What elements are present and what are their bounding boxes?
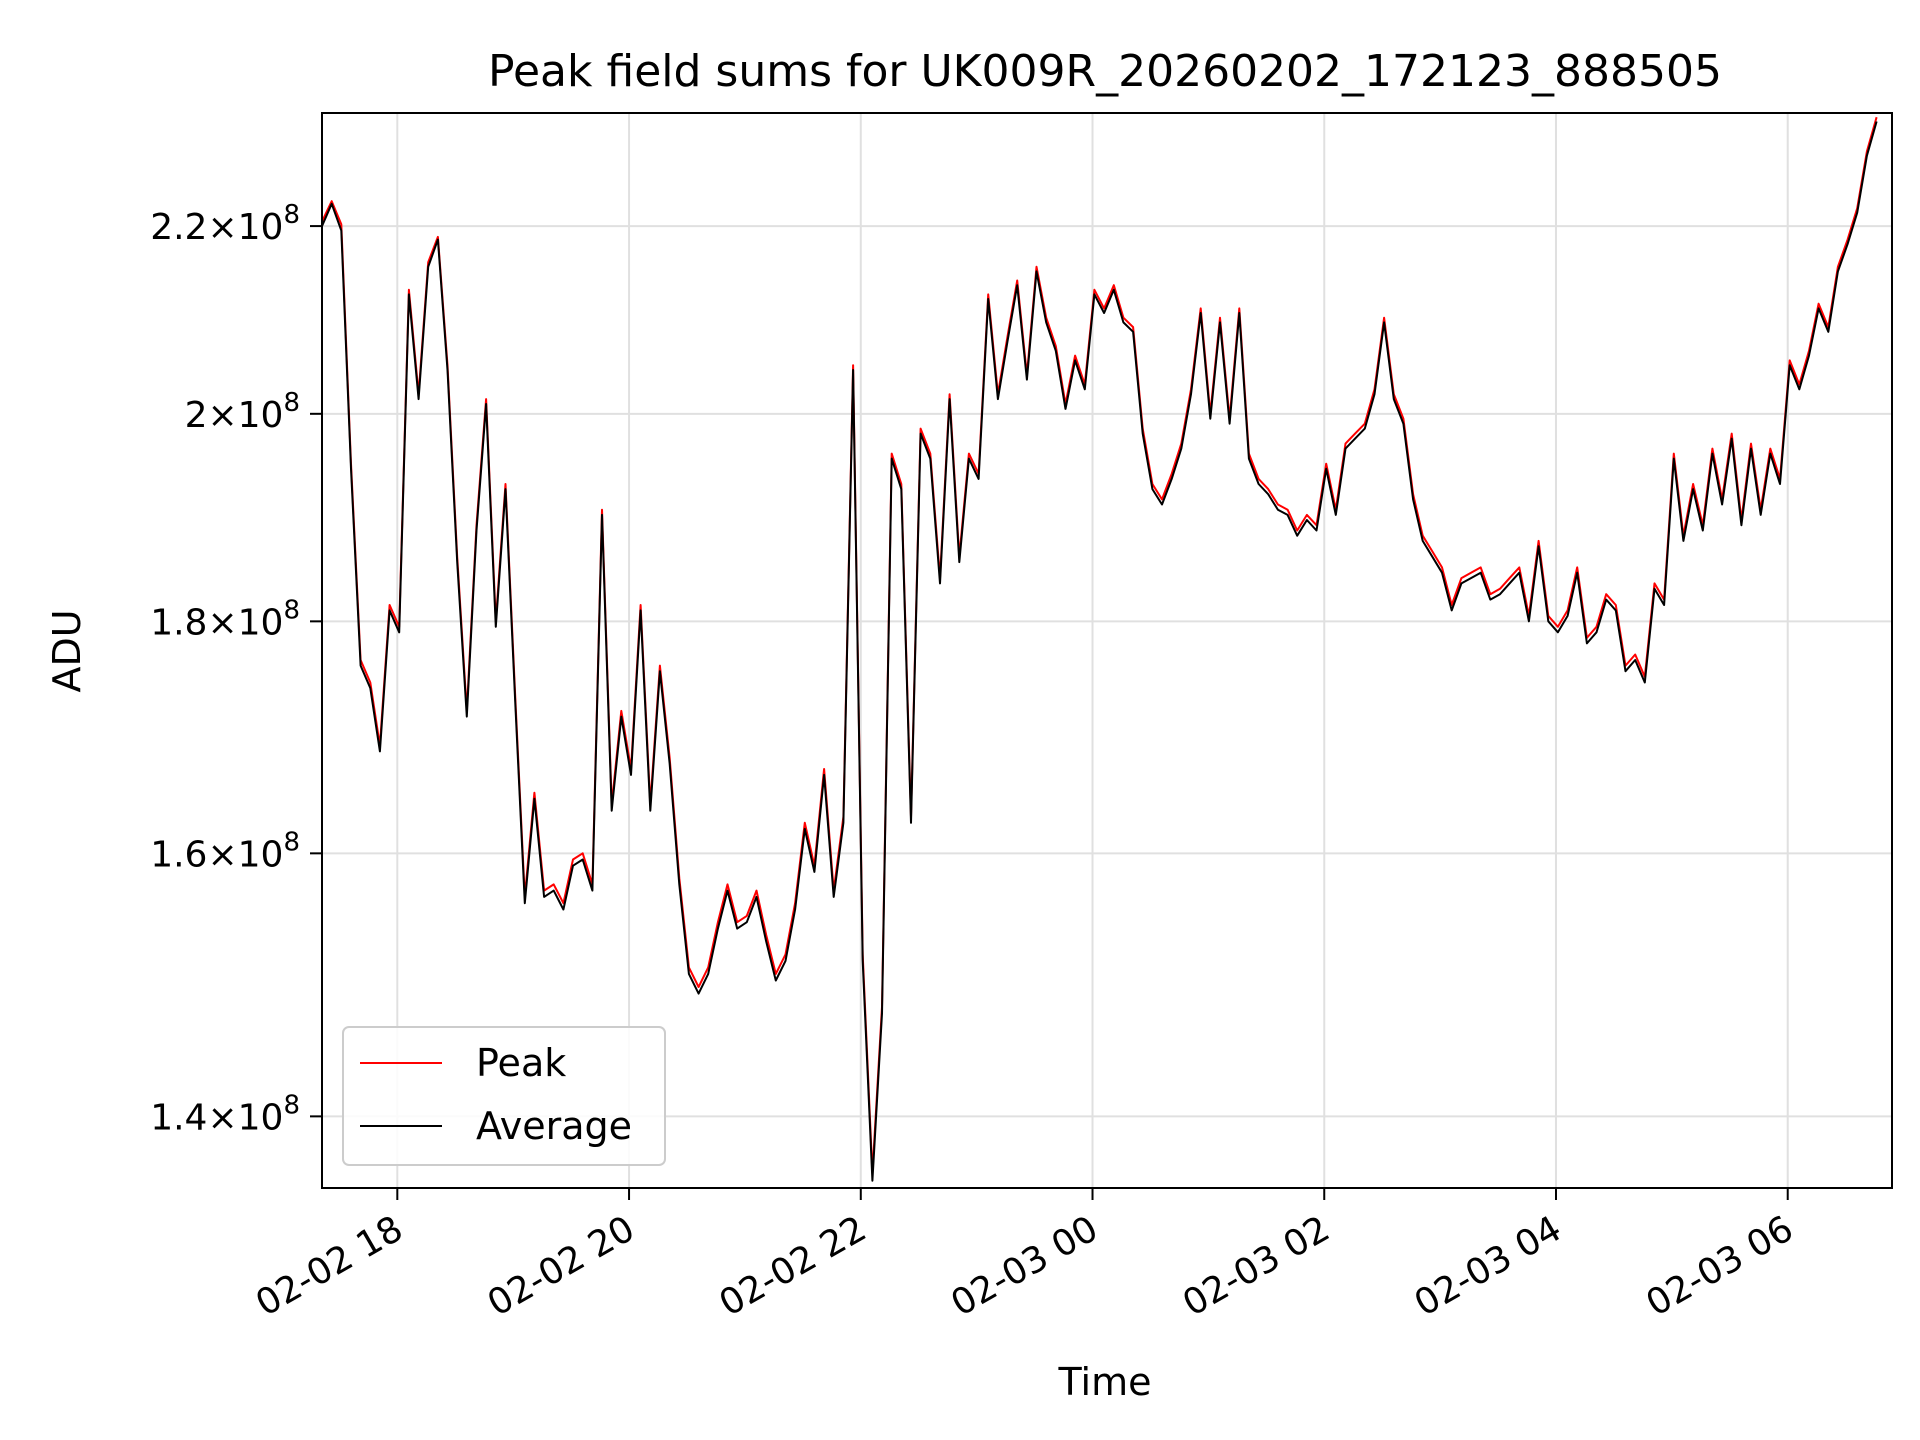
y-tick-label: 2×108 [185,388,300,436]
chart-title: Peak field sums for UK009R_20260202_1721… [488,46,1722,97]
legend-box [342,1026,666,1166]
y-tick-label: 1.6×108 [150,827,300,875]
legend-label-peak: Peak [476,1041,566,1085]
x-tick-label: 02-03 00 [944,1208,1105,1324]
plot-frame [321,112,1893,1189]
grid [322,113,1892,1188]
y-axis-label: ADU [45,609,89,692]
x-tick-label: 02-02 22 [713,1208,874,1324]
x-tick-label: 02-03 06 [1640,1208,1801,1324]
y-tick-label: 1.4×108 [150,1090,300,1138]
x-axis-ticks: 02-02 18 02-02 20 02-02 22 02-03 00 02-03 02… [249,1188,1800,1325]
x-tick-label: 02-02 18 [249,1208,410,1324]
plot-area [321,116,1878,1182]
y-tick-label: 1.8×108 [150,595,300,643]
series-line-peak [321,116,1878,1175]
y-tick-label: 2.2×108 [150,200,300,248]
y-axis-ticks: 1.4×108 1.6×108 1.8×108 2×108 2.2×108 [150,200,322,1138]
legend: Peak Average [342,1026,666,1166]
x-tick-label: 02-03 02 [1176,1208,1337,1324]
x-tick-label: 02-02 20 [481,1208,642,1324]
x-tick-label: 02-03 04 [1408,1208,1569,1324]
series-line-average [321,121,1878,1182]
x-axis-label: Time [1058,1360,1152,1404]
legend-label-average: Average [476,1104,632,1148]
